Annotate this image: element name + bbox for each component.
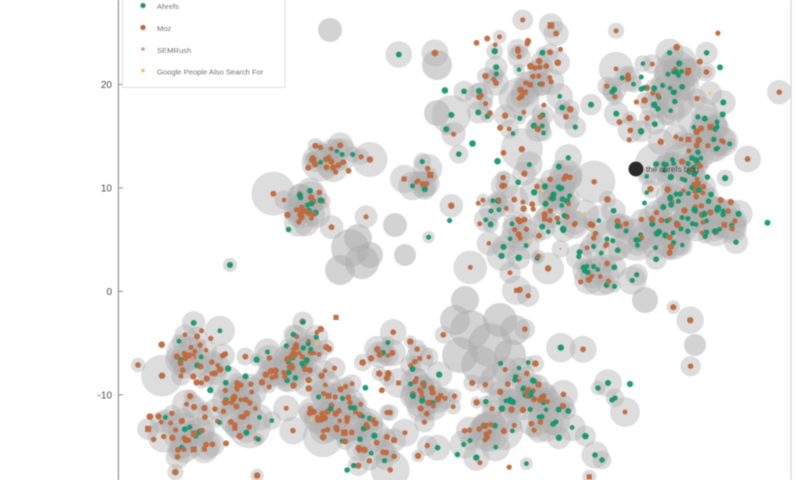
svg-text:0: 0 bbox=[106, 287, 112, 298]
svg-text:SEMRush: SEMRush bbox=[157, 46, 191, 55]
svg-text:-10: -10 bbox=[98, 391, 113, 402]
svg-text:20: 20 bbox=[101, 80, 113, 91]
svg-text:the ahrefs blog: the ahrefs blog bbox=[646, 165, 699, 174]
svg-text:Moz: Moz bbox=[157, 24, 172, 33]
svg-text:10: 10 bbox=[101, 184, 113, 195]
svg-text:Ahrefs: Ahrefs bbox=[157, 2, 179, 11]
svg-text:Google People Also Search For: Google People Also Search For bbox=[157, 68, 264, 77]
